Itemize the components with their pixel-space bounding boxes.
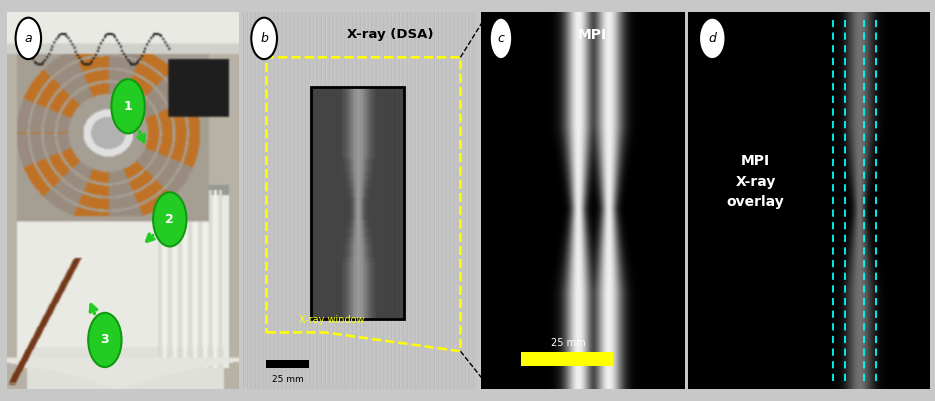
Circle shape xyxy=(88,313,122,367)
Text: MPI
X-ray
overlay: MPI X-ray overlay xyxy=(726,154,784,209)
Text: X-ray (DSA): X-ray (DSA) xyxy=(347,28,434,41)
Text: 3: 3 xyxy=(101,334,109,346)
Bar xyxy=(311,87,404,319)
Circle shape xyxy=(252,18,277,59)
Bar xyxy=(266,360,309,368)
Circle shape xyxy=(490,18,512,59)
Circle shape xyxy=(16,18,41,59)
Text: b: b xyxy=(260,32,268,45)
Text: 25 mm: 25 mm xyxy=(272,375,303,384)
Circle shape xyxy=(699,18,726,59)
Text: X-ray window: X-ray window xyxy=(299,315,365,325)
Text: c: c xyxy=(497,32,504,45)
Text: 1: 1 xyxy=(123,100,133,113)
Text: a: a xyxy=(24,32,32,45)
Text: 25 mm: 25 mm xyxy=(551,338,585,348)
Text: d: d xyxy=(709,32,716,45)
Text: 2: 2 xyxy=(165,213,174,226)
Text: MPI: MPI xyxy=(578,28,607,42)
Bar xyxy=(522,352,613,367)
Circle shape xyxy=(111,79,145,134)
Circle shape xyxy=(153,192,186,247)
